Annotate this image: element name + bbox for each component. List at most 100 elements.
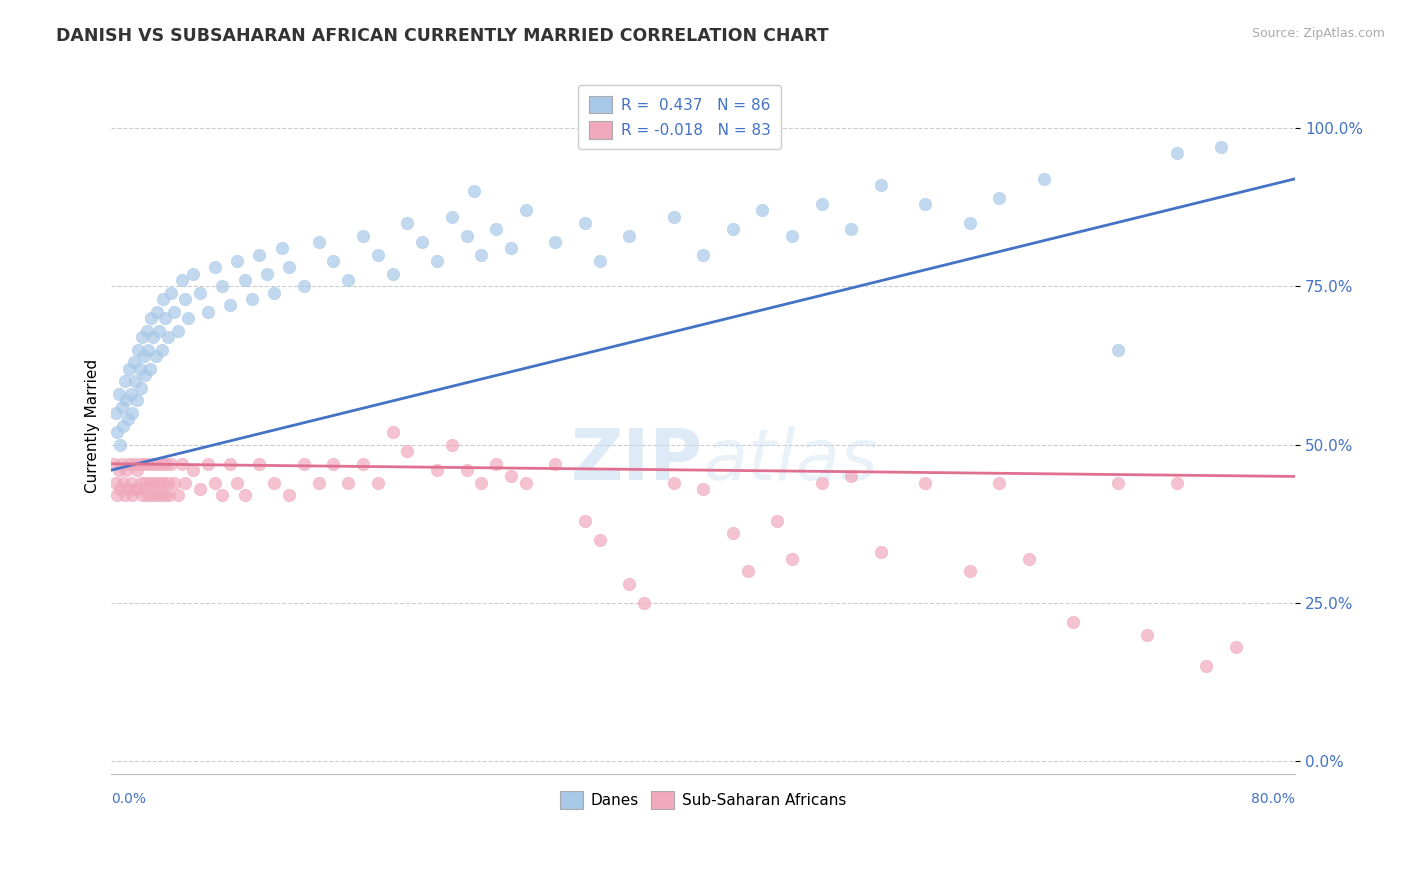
Point xyxy=(1107,343,1129,357)
Y-axis label: Currently Married: Currently Married xyxy=(86,359,100,493)
Point xyxy=(127,482,149,496)
Point xyxy=(104,475,127,490)
Point xyxy=(172,273,194,287)
Point xyxy=(131,330,153,344)
Point xyxy=(129,475,152,490)
Point xyxy=(240,292,263,306)
Point xyxy=(174,292,197,306)
Point xyxy=(145,349,167,363)
Point xyxy=(174,475,197,490)
Point xyxy=(278,260,301,275)
Point xyxy=(197,305,219,319)
Point xyxy=(121,488,143,502)
Point xyxy=(122,355,145,369)
Point xyxy=(766,514,789,528)
Point xyxy=(111,400,134,414)
Point xyxy=(150,457,173,471)
Point xyxy=(114,488,136,502)
Point xyxy=(148,324,170,338)
Point xyxy=(810,475,832,490)
Point xyxy=(172,457,194,471)
Point xyxy=(103,457,125,471)
Point xyxy=(1018,551,1040,566)
Point xyxy=(499,469,522,483)
Point xyxy=(135,488,157,502)
Point xyxy=(456,228,478,243)
Point xyxy=(574,216,596,230)
Point xyxy=(104,406,127,420)
Point xyxy=(159,457,181,471)
Point xyxy=(619,577,641,591)
Point xyxy=(108,387,131,401)
Point xyxy=(381,267,404,281)
Point xyxy=(157,488,180,502)
Point xyxy=(839,222,862,236)
Text: DANISH VS SUBSAHARAN AFRICAN CURRENTLY MARRIED CORRELATION CHART: DANISH VS SUBSAHARAN AFRICAN CURRENTLY M… xyxy=(56,27,830,45)
Point xyxy=(211,488,233,502)
Text: ZIP: ZIP xyxy=(571,426,703,495)
Point xyxy=(115,463,138,477)
Point xyxy=(118,457,141,471)
Point xyxy=(263,475,285,490)
Point xyxy=(1211,140,1233,154)
Point xyxy=(839,469,862,483)
Point xyxy=(125,393,148,408)
Point xyxy=(141,311,163,326)
Point xyxy=(211,279,233,293)
Point xyxy=(117,482,139,496)
Point xyxy=(146,457,169,471)
Point xyxy=(544,235,567,249)
Point xyxy=(914,197,936,211)
Point xyxy=(125,463,148,477)
Point xyxy=(204,260,226,275)
Point xyxy=(141,488,163,502)
Point xyxy=(181,267,204,281)
Point xyxy=(139,361,162,376)
Point xyxy=(156,330,179,344)
Point xyxy=(278,488,301,502)
Point xyxy=(456,463,478,477)
Point xyxy=(127,343,149,357)
Point xyxy=(737,565,759,579)
Point xyxy=(162,305,184,319)
Point xyxy=(188,482,211,496)
Point xyxy=(129,381,152,395)
Point xyxy=(515,203,537,218)
Point xyxy=(411,235,433,249)
Point xyxy=(292,457,315,471)
Point xyxy=(426,254,449,268)
Point xyxy=(108,463,131,477)
Point xyxy=(138,343,160,357)
Point xyxy=(322,457,344,471)
Point xyxy=(426,463,449,477)
Point xyxy=(155,457,177,471)
Text: 80.0%: 80.0% xyxy=(1251,792,1295,806)
Point xyxy=(440,210,463,224)
Point xyxy=(662,475,685,490)
Point xyxy=(149,488,172,502)
Point xyxy=(120,387,142,401)
Point xyxy=(515,475,537,490)
Point xyxy=(381,425,404,439)
Point xyxy=(247,248,270,262)
Point xyxy=(181,463,204,477)
Point xyxy=(110,438,132,452)
Point xyxy=(1136,628,1159,642)
Point xyxy=(1195,659,1218,673)
Point xyxy=(128,457,150,471)
Point xyxy=(810,197,832,211)
Point xyxy=(112,475,135,490)
Point xyxy=(105,425,128,439)
Point xyxy=(662,210,685,224)
Point xyxy=(499,242,522,256)
Point xyxy=(463,185,485,199)
Point xyxy=(1166,146,1188,161)
Point xyxy=(197,457,219,471)
Point xyxy=(1032,171,1054,186)
Point xyxy=(159,285,181,300)
Point xyxy=(988,191,1011,205)
Point xyxy=(112,418,135,433)
Text: Source: ZipAtlas.com: Source: ZipAtlas.com xyxy=(1251,27,1385,40)
Point xyxy=(156,475,179,490)
Point xyxy=(619,228,641,243)
